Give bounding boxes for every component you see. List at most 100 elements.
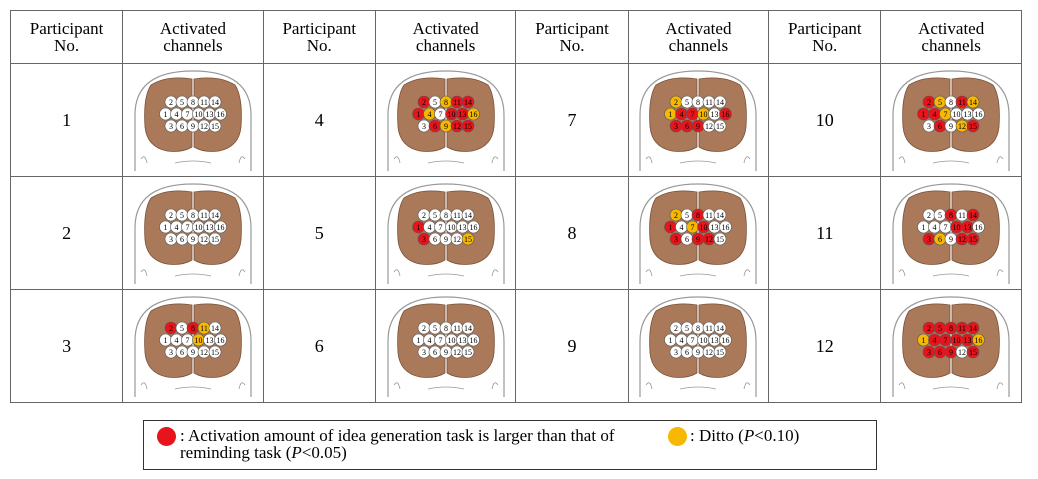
channel-label: 5 — [938, 210, 942, 219]
channel-label: 10 — [953, 109, 961, 118]
channel — [461, 208, 474, 221]
channel — [461, 232, 474, 245]
channel-label: 2 — [927, 323, 931, 332]
channel-label: 6 — [938, 121, 942, 130]
channel-label: 5 — [433, 97, 437, 106]
channel-label: 3 — [169, 121, 173, 130]
channel — [208, 208, 222, 221]
channel-label: 3 — [422, 121, 426, 130]
channel-label: 6 — [685, 234, 689, 243]
channel-label: 13 — [964, 109, 972, 118]
channels-cell: 1 2 3 4 5 6 7 8 9 10 11 12 13 14 15 16 — [122, 176, 264, 290]
channel-label: 8 — [444, 323, 448, 332]
channel-label: 14 — [211, 97, 219, 106]
header-text: Activated channels — [918, 19, 985, 55]
channel-label: 16 — [975, 109, 983, 118]
channel-label: 3 — [927, 347, 931, 356]
channel-label: 11 — [958, 97, 966, 106]
channel-label: 5 — [433, 210, 437, 219]
channel — [719, 333, 733, 346]
channel-label: 14 — [464, 323, 472, 332]
channel-label: 2 — [674, 210, 678, 219]
channel-label: 1 — [163, 222, 167, 231]
channel-label: 9 — [191, 121, 195, 130]
channel-label: 2 — [422, 323, 426, 332]
legend-red-marker — [157, 427, 176, 446]
channel-label: 4 — [933, 109, 937, 118]
channel-label: 4 — [680, 109, 684, 118]
participant-number: 4 — [262, 63, 376, 177]
channel-label: 3 — [674, 234, 678, 243]
channel — [714, 345, 727, 358]
face-line — [898, 381, 1004, 389]
channel — [966, 232, 980, 245]
channel-label: 14 — [716, 97, 724, 106]
channel-label: 1 — [669, 222, 673, 231]
channel-label: 5 — [938, 97, 942, 106]
channel-label: 7 — [185, 335, 189, 344]
channel-label: 3 — [674, 347, 678, 356]
channel-label: 5 — [180, 323, 184, 332]
channel-label: 12 — [453, 234, 461, 243]
channel-label: 3 — [927, 234, 931, 243]
channel-label: 2 — [422, 97, 426, 106]
channels-cell: 1 2 3 4 5 6 7 8 9 10 11 12 13 14 15 16 — [374, 176, 517, 290]
channel — [714, 321, 727, 334]
channel-label: 16 — [216, 222, 224, 231]
channel-label: 3 — [422, 234, 426, 243]
channel-label: 14 — [211, 323, 219, 332]
channel-label: 2 — [169, 210, 173, 219]
channel-label: 15 — [969, 347, 977, 356]
channel-label: 4 — [680, 335, 684, 344]
channel-label: 1 — [416, 335, 420, 344]
channel-label: 12 — [453, 347, 461, 356]
channel-label: 1 — [922, 335, 926, 344]
channel-label: 1 — [922, 222, 926, 231]
channel-label: 9 — [444, 234, 448, 243]
channel-label: 8 — [696, 323, 700, 332]
channel — [714, 95, 727, 108]
channel-label: 3 — [422, 347, 426, 356]
face-line — [646, 381, 751, 389]
channel-label: 2 — [927, 210, 931, 219]
channel-label: 2 — [169, 97, 173, 106]
channel-label: 13 — [458, 335, 466, 344]
channel-label: 13 — [711, 109, 719, 118]
channel-label: 14 — [716, 323, 724, 332]
channels-cell: 1 2 3 4 5 6 7 8 9 10 11 12 13 14 15 16 — [374, 63, 517, 177]
header-row: Participant No. Activated channels Partici… — [9, 10, 1022, 64]
channel — [208, 321, 222, 334]
channel-label: 4 — [174, 335, 178, 344]
channel — [214, 220, 227, 233]
channel — [714, 208, 727, 221]
channel-label: 4 — [933, 335, 937, 344]
channel — [208, 345, 222, 358]
channel-label: 4 — [680, 222, 684, 231]
channel-label: 7 — [185, 109, 189, 118]
channel-label: 2 — [927, 97, 931, 106]
header-text: Participant No. — [787, 19, 862, 55]
channel-label: 2 — [674, 97, 678, 106]
channels-cell: 1 2 3 4 5 6 7 8 9 10 11 12 13 14 15 16 — [880, 176, 1022, 290]
channel-label: 11 — [200, 210, 208, 219]
channel-label: 11 — [706, 97, 714, 106]
channel-label: 14 — [969, 323, 977, 332]
channel-label: 13 — [711, 335, 719, 344]
channel-label: 16 — [216, 109, 224, 118]
channel-label: 4 — [174, 109, 178, 118]
channel-label: 10 — [447, 222, 455, 231]
channel-label: 1 — [669, 335, 673, 344]
channel — [972, 220, 985, 233]
channels-cell: 1 2 3 4 5 6 7 8 9 10 11 12 13 14 15 16 — [627, 176, 770, 290]
table-row: 1 1 2 3 4 5 6 7 8 9 10 11 12 13 14 15 16 4 1 2 3 4 5 6 7 8 9 10 11 12… — [9, 63, 1022, 177]
channel-label: 6 — [433, 234, 437, 243]
header-cell: Participant No. — [9, 10, 124, 64]
legend-yellow-text: : Ditto (P<0.10) — [690, 427, 799, 444]
channel-label: 14 — [464, 97, 472, 106]
channel-label: 5 — [685, 97, 689, 106]
